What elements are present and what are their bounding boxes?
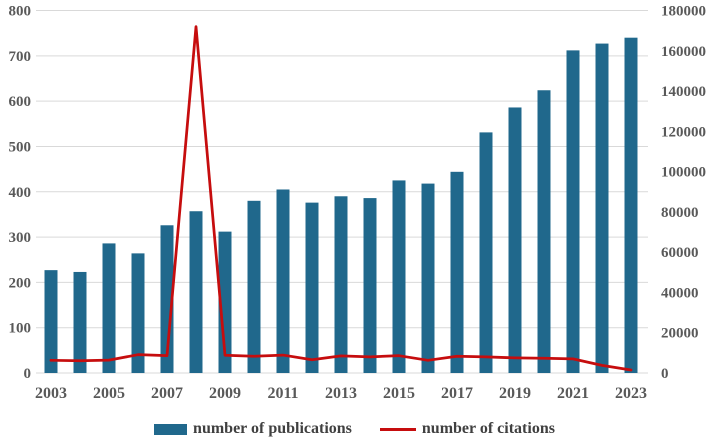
legend-item-citations: number of citations (379, 420, 555, 438)
citations-line-swatch-icon (379, 427, 416, 431)
right-axis-tick-label: 120000 (661, 124, 706, 140)
x-axis-tick-label: 2023 (615, 385, 647, 402)
publications-bar-2005 (102, 243, 116, 373)
x-axis-tick-label: 2007 (151, 385, 183, 402)
publications-bar-2022 (595, 43, 609, 373)
publications-bar-2015 (392, 180, 406, 373)
right-axis-tick-label: 80000 (661, 205, 699, 221)
left-axis-tick-label: 400 (9, 185, 32, 201)
publications-bar-2004 (73, 271, 87, 373)
legend-label-citations: number of citations (421, 420, 555, 437)
x-axis-tick-label: 2021 (557, 385, 589, 402)
x-axis-tick-label: 2019 (499, 385, 531, 402)
x-axis-tick-label: 2011 (267, 385, 298, 402)
publications-bar-2010 (247, 200, 261, 373)
publications-bar-2014 (363, 198, 377, 373)
publications-bar-swatch-icon (154, 423, 188, 435)
publications-bar-2013 (334, 196, 348, 373)
left-axis-tick-label: 600 (9, 94, 32, 110)
right-axis-tick-label: 180000 (661, 4, 706, 20)
legend-label-publications: number of publications (193, 420, 352, 437)
x-axis-tick-label: 2015 (383, 385, 415, 402)
chart-legend: number of publications number of citatio… (0, 412, 709, 446)
combo-chart: 0 100 200 300 400 500 600 700 800 0 20000 40000 6000… (9, 4, 707, 403)
citations-line (49, 25, 633, 372)
publications-bar-2009 (218, 231, 232, 373)
publications-bar-2007 (160, 225, 174, 373)
right-axis-tick-label: 0 (661, 366, 669, 382)
publications-bar-2012 (305, 202, 319, 373)
publications-bar-2018 (479, 132, 493, 373)
right-axis-tick-label: 20000 (661, 326, 699, 342)
x-axis-tick-label: 2005 (93, 385, 125, 402)
publications-bar-2016 (421, 183, 435, 373)
publications-bar-2019 (508, 107, 522, 373)
x-axis-tick-label: 2013 (325, 385, 357, 402)
publications-bar-2008 (189, 211, 203, 373)
publications-bar-2021 (566, 50, 580, 373)
publications-bar-2006 (131, 253, 145, 373)
right-axis-tick-label: 140000 (661, 84, 706, 100)
x-axis-tick-label: 2009 (209, 385, 241, 402)
x-axis-tick-label: 2003 (35, 385, 67, 402)
left-axis-tick-label: 0 (24, 366, 32, 382)
legend-item-publications: number of publications (154, 420, 352, 438)
left-axis-tick-label: 500 (9, 139, 32, 155)
publications-bar-2017 (450, 171, 464, 373)
publications-bar-2023 (624, 37, 638, 373)
publications-bar-2020 (537, 90, 551, 373)
right-axis-tick-label: 40000 (661, 285, 699, 301)
left-axis-tick-label: 700 (9, 49, 32, 65)
left-axis-tick-label: 300 (9, 230, 32, 246)
left-axis-tick-label: 100 (9, 321, 32, 337)
right-axis-tick-label: 160000 (661, 44, 706, 60)
x-axis-tick-label: 2017 (441, 385, 473, 402)
left-axis-tick-label: 200 (9, 275, 32, 291)
right-axis-tick-label: 60000 (661, 245, 699, 261)
right-axis-tick-label: 100000 (661, 165, 706, 181)
publications-bar-2011 (276, 189, 290, 373)
publications-bar-2003 (44, 270, 58, 373)
left-axis-tick-label: 800 (9, 4, 32, 20)
